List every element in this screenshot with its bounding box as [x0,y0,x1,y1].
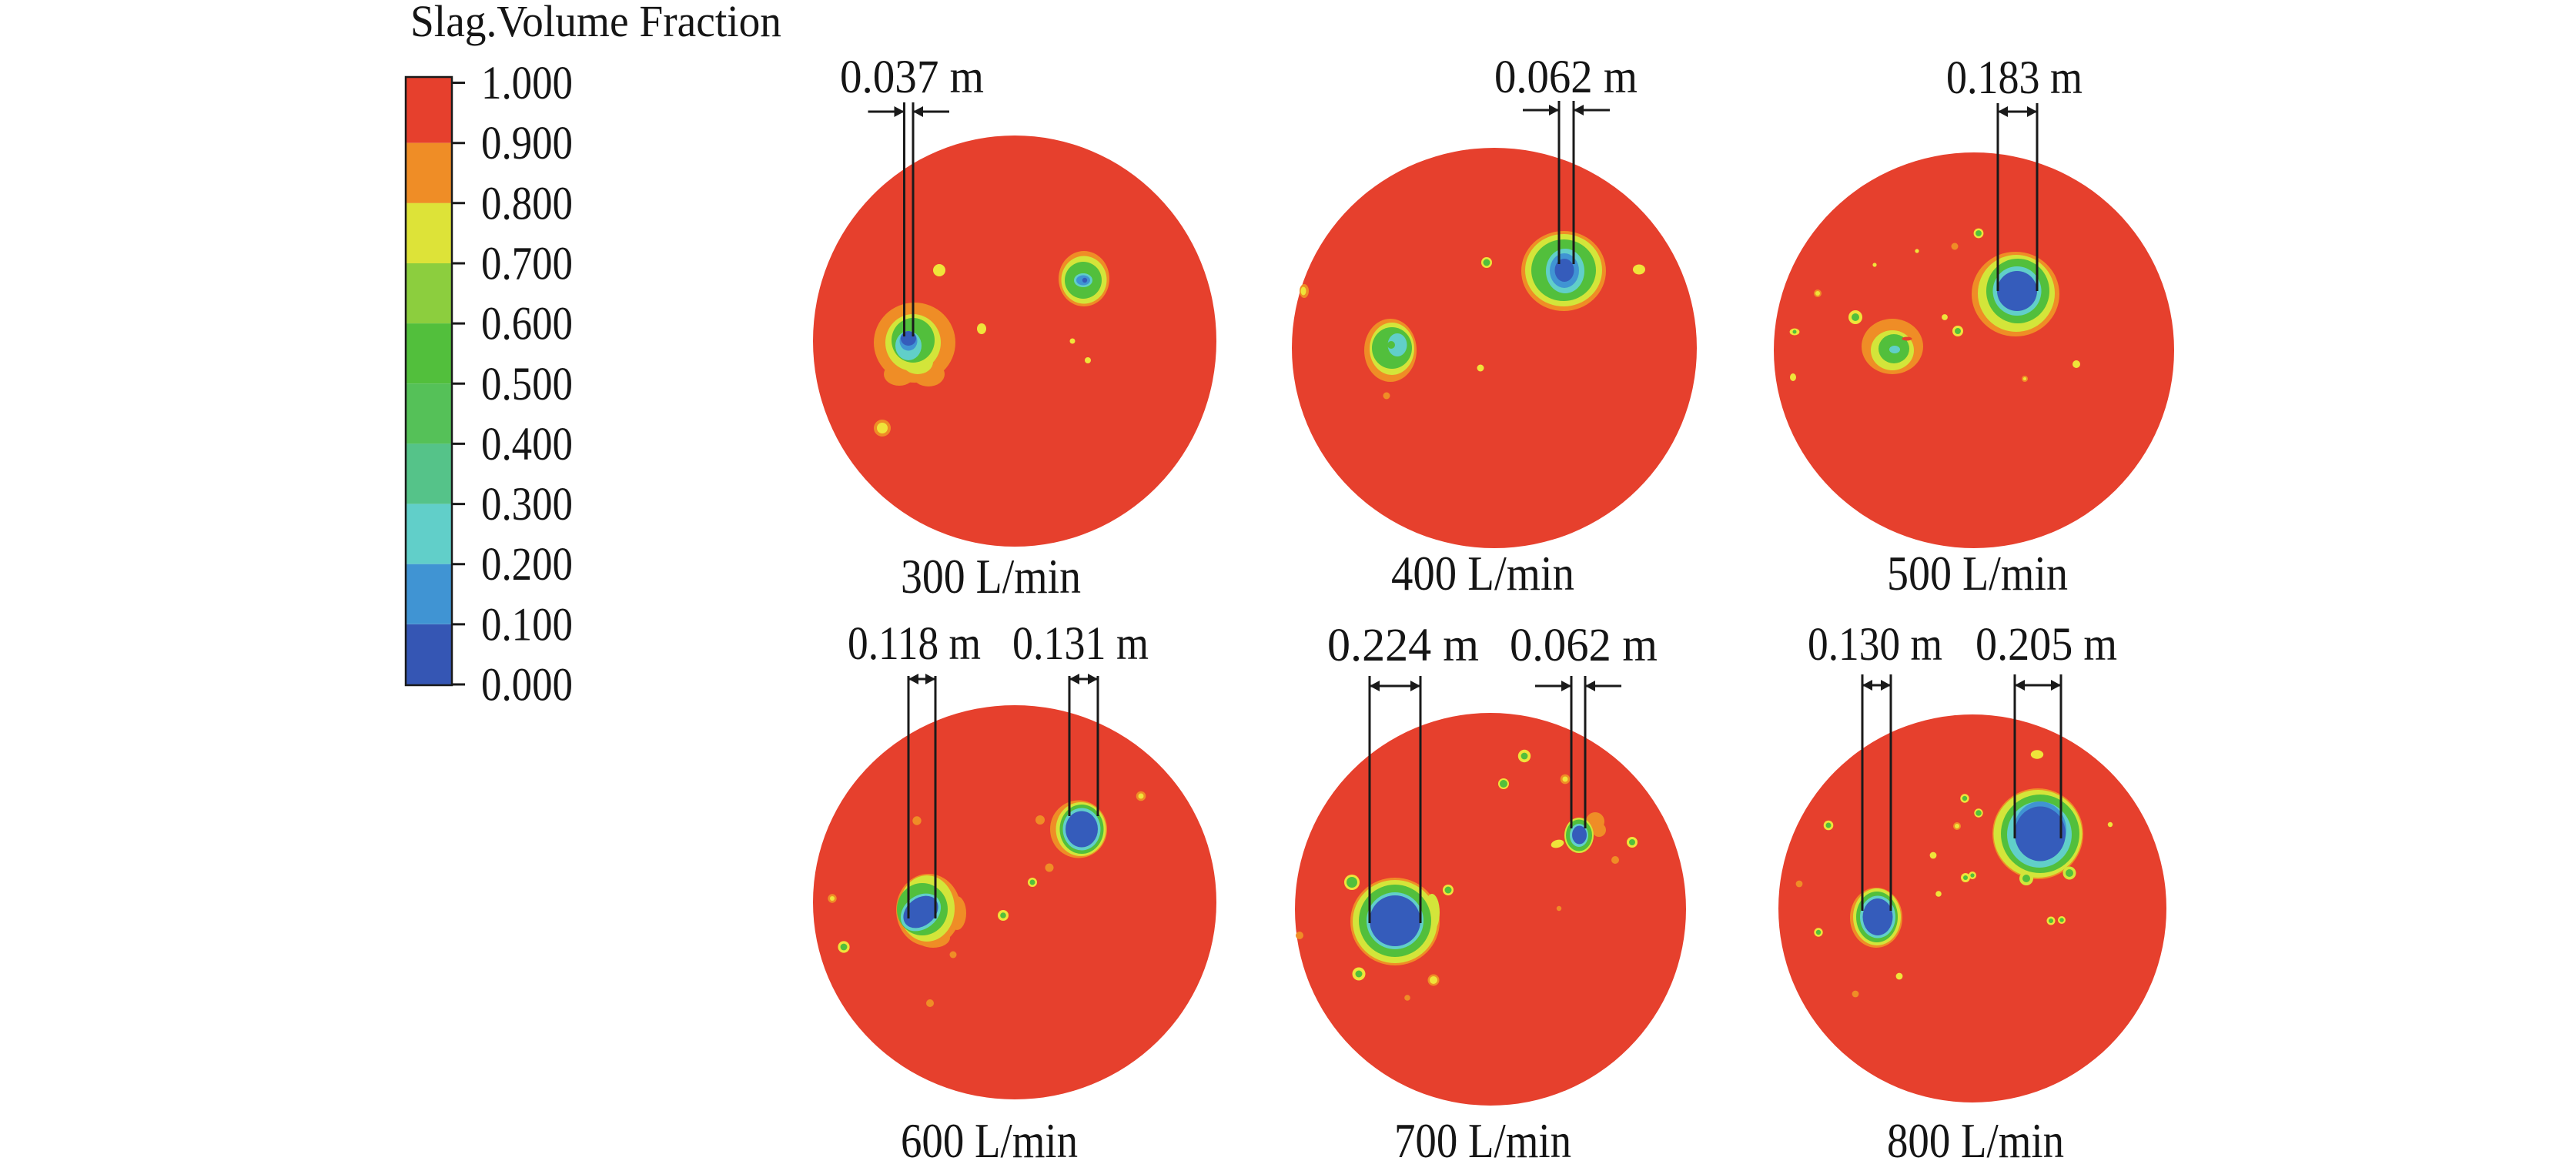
svg-text:0.224 m: 0.224 m [1327,620,1479,671]
svg-text:0.062 m: 0.062 m [1494,52,1638,103]
svg-text:0.062 m: 0.062 m [1510,620,1658,671]
svg-text:700 L/min: 700 L/min [1394,1114,1571,1167]
svg-text:0.000: 0.000 [481,660,573,711]
svg-text:0.900: 0.900 [481,118,573,169]
svg-text:1.000: 1.000 [481,58,573,109]
svg-text:400 L/min: 400 L/min [1391,547,1574,601]
svg-text:600 L/min: 600 L/min [901,1114,1078,1167]
svg-text:0.130 m: 0.130 m [1808,619,1942,671]
svg-text:300 L/min: 300 L/min [901,550,1081,604]
svg-text:0.300: 0.300 [481,479,573,530]
svg-text:0.700: 0.700 [481,238,573,289]
svg-text:0.100: 0.100 [481,599,573,651]
svg-text:0.500: 0.500 [481,359,573,410]
svg-text:0.200: 0.200 [481,539,573,591]
svg-text:0.037 m: 0.037 m [840,52,984,103]
svg-text:0.183 m: 0.183 m [1946,52,2083,104]
svg-text:0.800: 0.800 [481,178,573,229]
svg-text:500 L/min: 500 L/min [1887,547,2068,601]
svg-text:800 L/min: 800 L/min [1887,1114,2064,1167]
svg-text:0.118 m: 0.118 m [848,618,981,670]
svg-text:0.205 m: 0.205 m [1975,619,2117,671]
svg-text:0.131 m: 0.131 m [1012,618,1149,670]
svg-text:0.600: 0.600 [481,299,573,350]
svg-text:0.400: 0.400 [481,419,573,470]
svg-text:Slag.Volume Fraction: Slag.Volume Fraction [410,0,781,46]
